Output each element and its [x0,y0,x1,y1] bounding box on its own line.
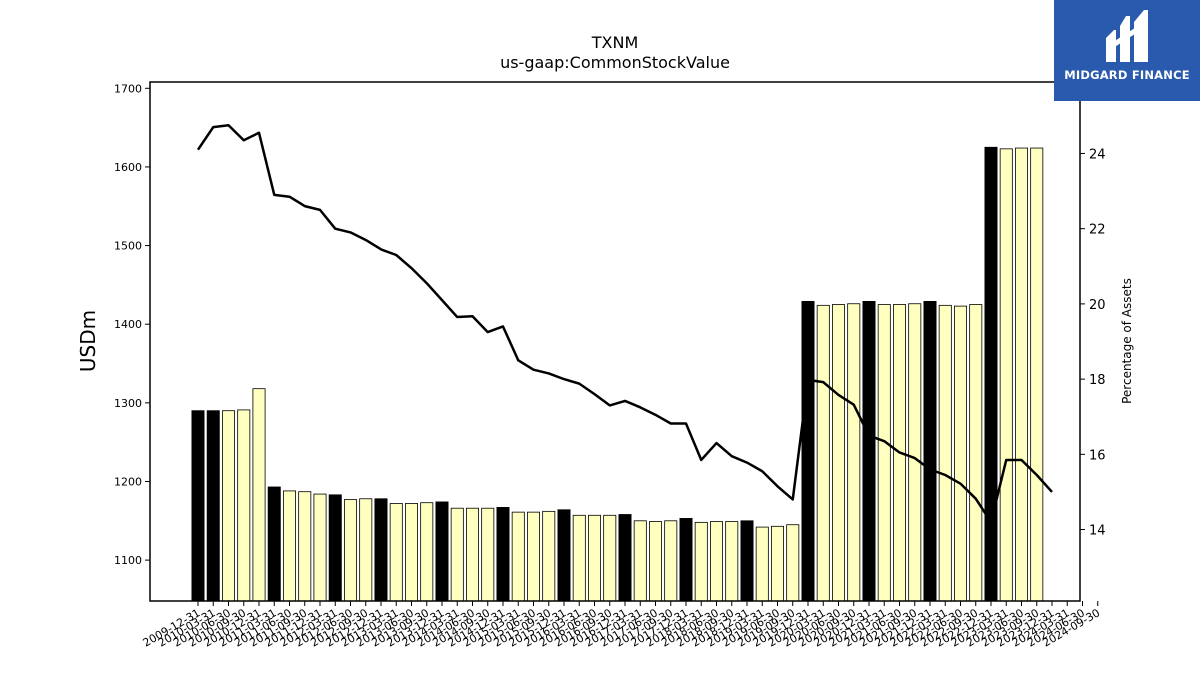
bar-2015-06-30 [527,511,541,602]
y-tick-label: 1600 [114,161,142,174]
bar-2019-03-31 [755,526,769,602]
chart-subtitle: us-gaap:CommonStockValue [500,53,730,72]
bar-2010-12-31 [252,388,266,602]
bar-2013-06-30 [404,503,418,602]
bar-2016-09-30 [603,514,617,602]
y2-tick-label: 24 [1089,147,1106,162]
y-tick-label: 1700 [114,82,142,95]
bar-2022-12-31 [984,146,998,602]
bar-2014-06-30 [465,507,479,602]
bar-2011-12-31 [313,493,327,602]
bar-2015-12-31 [557,509,571,602]
y-tick-label: 1100 [114,554,142,567]
bar-2019-06-30 [771,525,785,602]
bar-2013-03-31 [389,503,403,602]
y-axis-left: 1100 1200 1300 1400 1500 1600 1700 [114,82,150,567]
y-axis-right: 14 16 18 20 22 24 [1080,147,1106,539]
bar-2020-09-30 [847,303,861,602]
bar-2018-06-30 [710,521,724,602]
y2-axis-label: Percentage of Assets [1120,278,1134,404]
bar-2011-03-31 [267,486,281,602]
bars-layer [191,146,1044,602]
bar-2021-09-30 [908,303,922,602]
bar-2012-12-31 [374,498,388,602]
bar-2015-09-30 [542,510,556,602]
bar-2015-03-31 [511,511,525,602]
bar-2014-12-31 [496,507,510,602]
y-tick-label: 1300 [114,397,142,410]
bar-2012-06-30 [343,499,357,602]
y-tick-label: 1400 [114,318,142,331]
bar-2020-12-31 [862,300,876,602]
bar-2010-09-30 [237,409,251,602]
y2-tick-label: 16 [1089,448,1106,463]
bar-2017-12-31 [679,518,693,602]
y-tick-label: 1200 [114,475,142,488]
bar-2022-09-30 [969,304,983,602]
bar-2009-12-31 [191,410,205,602]
bar-2023-03-31 [999,148,1013,602]
bar-2014-03-31 [450,507,464,602]
x-axis: 2009-12-312010-03-312010-06-302010-09-30… [141,601,1102,650]
bar-2019-09-30 [786,524,800,602]
bar-2021-12-31 [923,300,937,602]
logo-text: MIDGARD FINANCE [1064,68,1190,82]
bar-2020-03-31 [816,304,830,602]
bar-2012-03-31 [328,494,342,602]
bar-2011-09-30 [298,491,312,602]
bar-2010-06-30 [221,410,235,602]
midgard-logo-icon [1106,10,1148,62]
bar-2023-06-30 [1015,147,1029,602]
bar-2012-09-30 [359,498,373,602]
chart-title: TXNM [591,33,639,52]
y2-tick-label: 14 [1089,524,1106,539]
percentage-of-assets-line [196,124,1053,524]
bar-2023-09-30 [1030,147,1044,602]
bar-2018-09-30 [725,521,739,602]
bar-2013-09-30 [420,502,434,602]
y-tick-label: 1500 [114,240,142,253]
bar-2011-06-30 [282,490,296,602]
bar-2017-06-30 [649,521,663,602]
y2-tick-label: 20 [1089,298,1106,313]
bar-2022-06-30 [954,305,968,602]
bar-2021-03-31 [877,304,891,602]
bar-2013-12-31 [435,501,449,602]
bar-2020-06-30 [832,304,846,602]
y-axis-label: USDm [76,310,100,372]
midgard-finance-logo: MIDGARD FINANCE [1054,0,1200,101]
bar-2019-12-31 [801,300,815,602]
bar-2018-03-31 [694,521,708,602]
y2-tick-label: 22 [1089,223,1106,238]
bar-2017-03-31 [633,520,647,602]
y2-tick-label: 18 [1089,373,1106,388]
plot-frame [149,81,1081,602]
bar-2017-09-30 [664,520,678,602]
bar-2016-12-31 [618,514,632,602]
bar-2016-06-30 [588,514,602,602]
bar-2018-12-31 [740,520,754,602]
bar-2014-09-30 [481,507,495,602]
bar-2010-03-31 [206,410,220,602]
bar-2016-03-31 [572,514,586,602]
bar-2022-03-31 [938,304,952,602]
